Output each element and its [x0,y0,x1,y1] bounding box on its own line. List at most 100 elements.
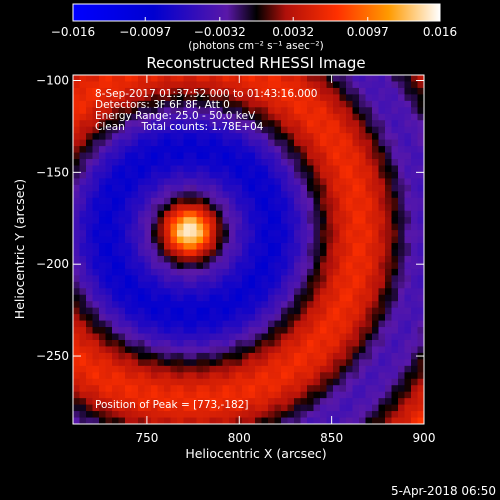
heatmap-cell [157,87,165,95]
heatmap-cell [248,372,256,380]
heatmap-cell [222,197,230,205]
heatmap-cell [216,281,224,289]
heatmap-cell [242,81,250,89]
heatmap-cell [196,385,204,393]
heatmap-cell [417,133,424,141]
heatmap-cell [268,171,276,179]
heatmap-cell [112,159,120,167]
heatmap-cell [359,339,367,348]
heatmap-cell [118,243,126,251]
heatmap-cell [391,165,399,173]
heatmap-cell [307,417,315,424]
heatmap-cell [313,146,321,154]
heatmap-cell [391,301,399,309]
heatmap-cell [300,152,308,160]
heatmap-cell [365,159,373,167]
heatmap-cell [92,152,100,160]
heatmap-cell [203,210,211,218]
heatmap-cell [333,126,341,134]
heatmap-cell [255,107,263,115]
heatmap-cell [99,404,107,412]
heatmap-cell [404,243,412,251]
heatmap-cell [144,165,152,173]
heatmap-cell [216,255,224,264]
heatmap-cell [183,223,191,231]
heatmap-cell [229,398,237,406]
y-axis-ticks: −100−150−200−250 [36,74,424,363]
heatmap-cell [190,120,198,128]
heatmap-cell [138,210,146,218]
heatmap-cell [138,100,146,108]
heatmap-cell [339,359,347,367]
heatmap-cell [222,152,230,160]
heatmap-cell [157,236,165,244]
heatmap-cell [261,152,269,160]
heatmap-cell [216,378,224,386]
heatmap-cell [248,133,256,141]
heatmap-cell [385,100,393,108]
heatmap-cell [92,75,100,83]
heatmap-cell [79,75,87,83]
heatmap-cell [391,197,399,205]
heatmap-cell [209,94,217,102]
heatmap-cell [307,152,315,160]
heatmap-cell [112,75,120,83]
heatmap-cell [86,327,94,335]
heatmap-cell [209,417,217,424]
heatmap-cell [118,126,126,134]
heatmap-cell [352,191,360,199]
heatmap-cell [287,171,295,179]
heatmap-cell [73,411,81,419]
heatmap-cell [411,197,419,205]
heatmap-cell [131,204,139,212]
heatmap-cell [183,307,191,315]
heatmap-cell [261,184,269,192]
heatmap-cell [339,288,347,296]
heatmap-cell [398,339,406,348]
heatmap-cell [138,372,146,380]
heatmap-cell [79,236,87,244]
heatmap-cell [313,411,321,419]
heatmap-cell [79,120,87,128]
heatmap-cell [86,346,94,354]
heatmap-cell [274,243,282,251]
heatmap-cell [248,204,256,212]
heatmap-cell [339,133,347,141]
heatmap-cell [196,126,204,134]
heatmap-cell [235,333,243,341]
heatmap-cell [131,314,139,322]
heatmap-cell [73,320,81,328]
heatmap-cell [352,146,360,154]
heatmap-cell [300,236,308,244]
heatmap-cell [235,359,243,367]
heatmap-cell [333,327,341,335]
heatmap-cell [339,314,347,322]
heatmap-cell [144,113,152,121]
heatmap-cell [287,210,295,218]
heatmap-cell [112,365,120,373]
heatmap-cell [183,281,191,289]
heatmap-cell [125,113,133,121]
heatmap-cell [157,230,165,238]
heatmap-cell [385,126,393,134]
heatmap-cell [268,217,276,225]
heatmap-cell [307,210,315,218]
heatmap-cell [261,365,269,373]
heatmap-cell [339,210,347,218]
heatmap-cell [255,352,263,360]
heatmap-cell [398,107,406,115]
heatmap-cell [92,417,100,424]
heatmap-cell [333,171,341,179]
heatmap-cell [313,398,321,406]
heatmap-cell [287,120,295,128]
heatmap-cell [190,411,198,419]
heatmap-cell [229,152,237,160]
heatmap-cell [86,236,94,244]
heatmap-cell [255,152,263,160]
heatmap-cell [300,359,308,367]
heatmap-cell [300,223,308,231]
heatmap-cell [203,255,211,264]
heatmap-cell [222,391,230,399]
heatmap-cell [268,152,276,160]
heatmap-cell [411,268,419,276]
